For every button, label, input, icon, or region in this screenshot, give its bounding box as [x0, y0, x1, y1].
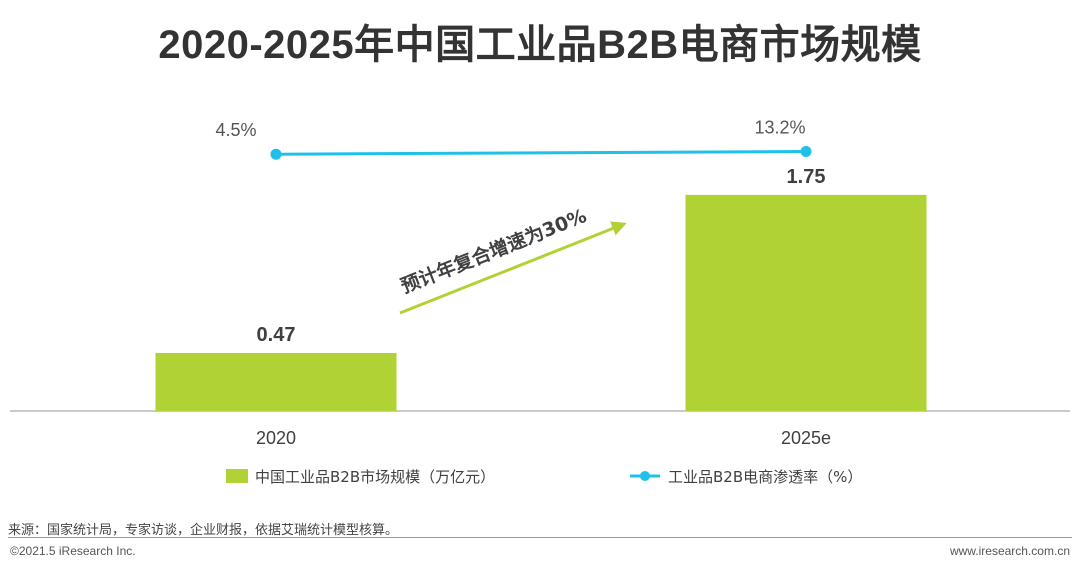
x-tick-label: 2020 — [256, 428, 296, 448]
line-point — [270, 148, 282, 160]
line-value-label: 13.2% — [754, 118, 805, 138]
line-value-label: 4.5% — [215, 120, 256, 140]
bar-2020 — [155, 352, 397, 411]
legend-bar-label: 中国工业品B2B市场规模（万亿元） — [255, 468, 495, 486]
bar-2025e — [685, 194, 927, 411]
copyright: ©2021.5 iResearch Inc. — [10, 544, 136, 558]
bar-value-label: 1.75 — [787, 166, 826, 188]
legend-bar-swatch — [226, 469, 248, 483]
chart-title: 2020-2025年中国工业品B2B电商市场规模 — [158, 23, 922, 67]
website: www.iresearch.com.cn — [949, 544, 1070, 558]
legend-line-label: 工业品B2B电商渗透率（%） — [668, 468, 862, 486]
penetration-line — [275, 150, 807, 156]
growth-annotation: 预计年复合增速为30% — [398, 204, 590, 298]
chart: 0.47 2020 1.75 2025e 4.5% 13.2% 预计年复合增速为30% 中国工… — [10, 118, 1070, 486]
footer-divider — [8, 537, 1072, 538]
legend-line-marker — [640, 471, 650, 481]
line-point — [800, 146, 812, 158]
x-tick-label: 2025e — [781, 428, 831, 448]
growth-arrow — [399, 221, 627, 315]
source-note: 来源：国家统计局，专家访谈，企业财报，依据艾瑞统计模型核算。 — [8, 522, 399, 537]
bar-value-label: 0.47 — [257, 324, 296, 346]
